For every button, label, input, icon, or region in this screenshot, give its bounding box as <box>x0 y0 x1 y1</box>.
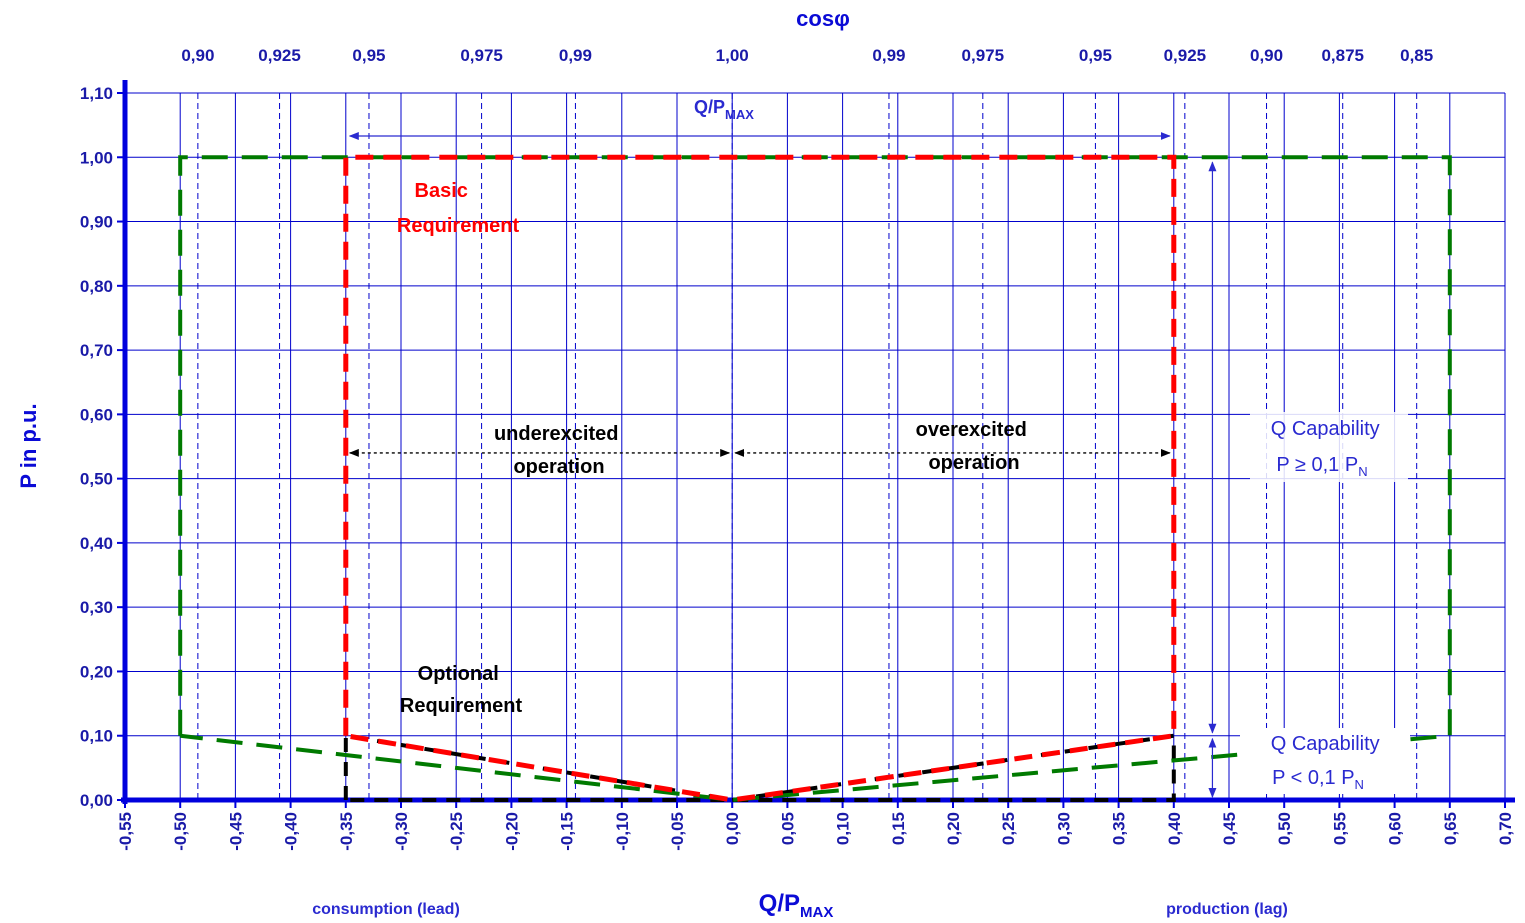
basic-requirement-label: Basic Requirement <box>397 180 520 237</box>
cosphi-grid <box>197 93 1418 800</box>
x-tick-label: 0,60 <box>1386 812 1405 845</box>
y-tick-label: 0,00 <box>80 791 113 810</box>
x-tick-label: 0,35 <box>1110 812 1129 845</box>
x-tick-label: -0,05 <box>668 812 687 851</box>
x-tick-label: 0,25 <box>999 812 1018 845</box>
x-tick-label: -0,25 <box>447 812 466 851</box>
underexcited-line1: underexcited <box>494 423 618 445</box>
underexcited-label: underexcited operation <box>494 423 624 478</box>
qcap-high-line1: Q Capability <box>1271 418 1380 440</box>
qcap-low-label: Q Capability P < 0,1 PN <box>1271 733 1386 792</box>
x-tick-label: 0,00 <box>723 812 742 845</box>
y-tick-label: 1,10 <box>80 84 113 103</box>
y-tick-label: 0,60 <box>80 405 113 424</box>
cosphi-tick-label: 1,00 <box>716 46 749 65</box>
y-axis-title: P in p.u. <box>16 403 41 488</box>
x-tick-label: -0,20 <box>502 812 521 851</box>
qp-max-sub: MAX <box>725 107 754 122</box>
qcap-high-line2: P ≥ 0,1 P <box>1276 454 1358 476</box>
x-tick-label: -0,55 <box>116 812 135 851</box>
cosphi-tick-label: 0,95 <box>352 46 385 65</box>
x-tick-label: -0,45 <box>226 812 245 851</box>
cosphi-tick-label: 0,925 <box>1164 46 1207 65</box>
optional-requirement-line2: Requirement <box>400 695 523 717</box>
qcap-high-label: Q Capability P ≥ 0,1 PN <box>1271 418 1386 479</box>
y-tick-label: 0,50 <box>80 470 113 489</box>
y-tick-label: 0,80 <box>80 277 113 296</box>
consumption-label: consumption (lead) <box>312 901 460 918</box>
x-tick-label: 0,05 <box>778 812 797 845</box>
y-tick-label: 1,00 <box>80 148 113 167</box>
cosphi-tick-label: 0,95 <box>1079 46 1112 65</box>
x-tick-label: 0,50 <box>1275 812 1294 845</box>
qcap-high-box <box>1250 412 1408 482</box>
cosphi-tick-label: 0,99 <box>559 46 592 65</box>
x-tick-label: 0,15 <box>889 812 908 845</box>
series <box>178 154 1452 803</box>
x-axis-title-main: Q/P <box>759 890 800 917</box>
cosphi-tick-label: 0,925 <box>258 46 301 65</box>
arrows <box>348 132 1217 798</box>
chart-title: cosφ <box>796 6 850 31</box>
qcap-low-sub: N <box>1355 777 1364 792</box>
optional-requirement-line1: Optional <box>418 663 499 685</box>
x-tick-label: 0,55 <box>1330 812 1349 845</box>
x-tick-label: -0,30 <box>392 812 411 851</box>
basic-requirement-line1: Basic <box>415 180 468 202</box>
x-tick-label: 0,70 <box>1496 812 1515 845</box>
y-tick-label: 0,10 <box>80 727 113 746</box>
x-axis-title-sub: MAX <box>800 904 833 921</box>
qcap-high-sub: N <box>1358 464 1367 479</box>
series-line <box>343 154 1177 803</box>
x-axis-title: Q/PMAX <box>759 890 834 921</box>
qcap-low-box <box>1240 728 1410 794</box>
x-tick-label: -0,10 <box>613 812 632 851</box>
optional-requirement-label: Optional Requirement <box>400 663 523 717</box>
cosphi-tick-label: 0,975 <box>460 46 503 65</box>
x-tick-label: -0,35 <box>337 812 356 851</box>
x-tick-label: 0,45 <box>1220 812 1239 845</box>
x-tick-label: 0,30 <box>1054 812 1073 845</box>
qp-max-label: Q/PMAX <box>694 97 754 122</box>
cosphi-tick-label: 0,90 <box>181 46 214 65</box>
x-tick-label: 0,40 <box>1165 812 1184 845</box>
basic-requirement-line2: Requirement <box>397 215 520 237</box>
tick-labels: 0,90 0,925 0,95 0,975 0,99 1,00 0,99 0,975 0,95 0… <box>80 46 1515 851</box>
series-line <box>343 733 1176 803</box>
cosphi-tick-label: 0,85 <box>1400 46 1433 65</box>
y-tick-label: 0,30 <box>80 598 113 617</box>
x-tick-label: 0,10 <box>834 812 853 845</box>
cosphi-tick-label: 0,99 <box>872 46 905 65</box>
overexcited-line1: overexcited <box>916 419 1027 441</box>
y-tick-label: 0,90 <box>80 213 113 232</box>
y-tick-label: 0,40 <box>80 534 113 553</box>
x-tick-label: -0,40 <box>282 812 301 851</box>
x-tick-label: 0,65 <box>1441 812 1460 845</box>
grid <box>125 92 1506 800</box>
qcap-low-line2: P < 0,1 P <box>1272 767 1354 789</box>
qp-max-main: Q/P <box>694 97 725 117</box>
series-line <box>178 155 1452 803</box>
qcap-low-line1: Q Capability <box>1271 733 1380 755</box>
y-tick-label: 0,20 <box>80 662 113 681</box>
y-tick-label: 0,70 <box>80 341 113 360</box>
cosphi-tick-label: 0,875 <box>1321 46 1364 65</box>
x-tick-label: 0,20 <box>944 812 963 845</box>
cosphi-tick-label: 0,975 <box>962 46 1005 65</box>
production-label: production (lag) <box>1166 901 1288 918</box>
overexcited-line2: operation <box>928 452 1019 474</box>
x-tick-label: -0,50 <box>171 812 190 851</box>
overexcited-label: overexcited operation <box>916 419 1033 474</box>
underexcited-line2: operation <box>513 456 604 478</box>
x-tick-label: -0,15 <box>558 812 577 851</box>
cosphi-tick-label: 0,90 <box>1250 46 1283 65</box>
